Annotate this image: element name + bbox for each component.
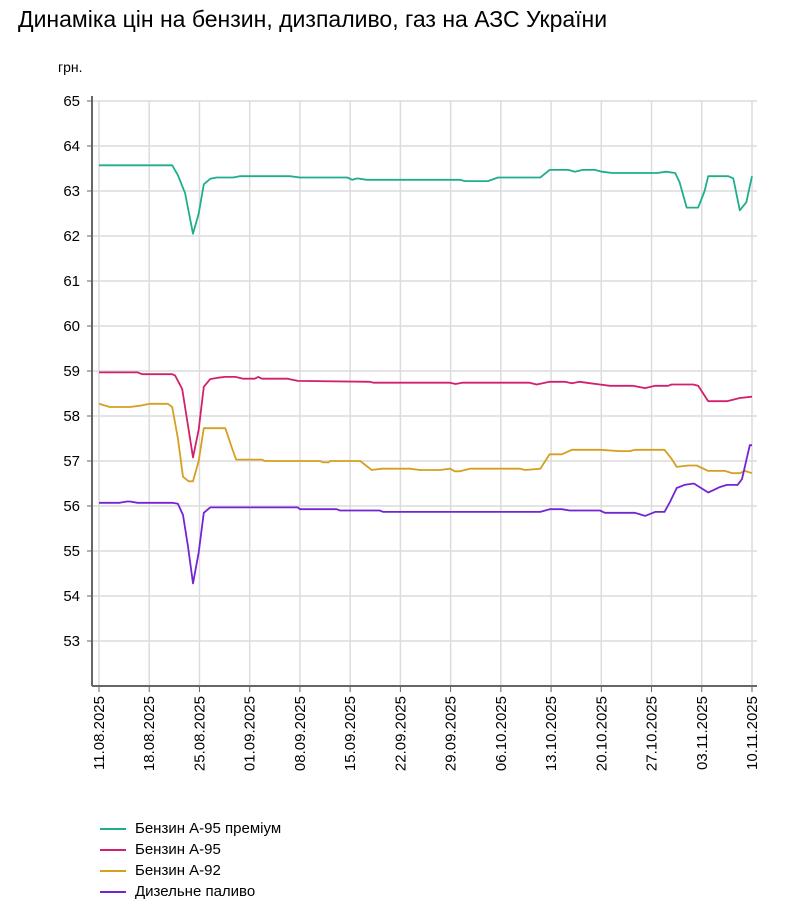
y-tick-label: 64: [63, 138, 80, 155]
x-tick-label: 20.10.2025: [593, 696, 610, 771]
x-tick-label: 27.10.2025: [644, 696, 661, 771]
x-tick-label: 22.09.2025: [392, 696, 409, 771]
series-line-3: [99, 444, 752, 585]
y-tick-label: 55: [63, 543, 80, 560]
axes: 53 54 55 56 57 58 59 60 61 62 63 64 65 11.08.2025 18.0…: [58, 59, 761, 771]
chart-title: Динаміка цін на бензин, дизпаливо, газ н…: [18, 6, 608, 32]
y-tick-label: 59: [63, 363, 80, 380]
x-tick-label: 06.10.2025: [493, 696, 510, 771]
x-tick-label: 08.09.2025: [292, 696, 309, 771]
y-tick-label: 65: [63, 93, 80, 110]
legend-item: Бензин А-95: [100, 839, 281, 860]
y-tick-label: 53: [63, 633, 80, 650]
series-line-1: [99, 371, 753, 459]
legend: Бензин А-95 преміум Бензин А-95 Бензин А-9…: [100, 818, 281, 902]
x-tick-label: 18.08.2025: [141, 696, 158, 771]
line-chart: 53 54 55 56 57 58 59 60 61 62 63 64 65 11.08.2025 18.0…: [58, 59, 761, 771]
x-tick-label: 01.09.2025: [242, 696, 259, 771]
y-tick-label: 61: [63, 273, 80, 290]
x-tick-label: 29.09.2025: [443, 696, 460, 771]
y-tick-label: 60: [63, 318, 80, 335]
y-tick-label: 58: [63, 408, 80, 425]
grid: [92, 100, 757, 686]
legend-swatch: [100, 869, 126, 872]
legend-label: Бензин А-95 преміум: [135, 820, 282, 837]
legend-item: Дизельне паливо: [100, 881, 281, 902]
series-line-0: [99, 164, 753, 235]
x-tick-label: 11.08.2025: [91, 696, 108, 770]
series-lines: [98, 164, 753, 585]
legend-item: Бензин А-92: [100, 860, 281, 881]
legend-label: Бензин А-92: [135, 862, 221, 879]
y-axis-unit: грн.: [58, 59, 83, 75]
legend-swatch: [100, 890, 126, 893]
x-tick-label: 03.11.2025: [694, 696, 711, 770]
x-tick-label: 10.11.2025: [744, 696, 761, 770]
y-tick-label: 56: [63, 498, 80, 515]
legend-swatch: [100, 848, 126, 851]
legend-label: Бензин А-95: [135, 841, 221, 858]
legend-label: Дизельне паливо: [135, 883, 256, 900]
x-tick-label: 15.09.2025: [342, 696, 359, 771]
x-tick-label: 25.08.2025: [191, 696, 208, 771]
y-tick-label: 54: [63, 588, 80, 605]
legend-swatch: [100, 827, 126, 830]
legend-item: Бензин А-95 преміум: [100, 818, 281, 839]
y-tick-label: 62: [63, 228, 80, 245]
y-tick-label: 57: [63, 453, 80, 470]
series-line-2: [98, 402, 753, 483]
x-tick-label: 13.10.2025: [543, 696, 560, 771]
y-tick-label: 63: [63, 183, 80, 200]
